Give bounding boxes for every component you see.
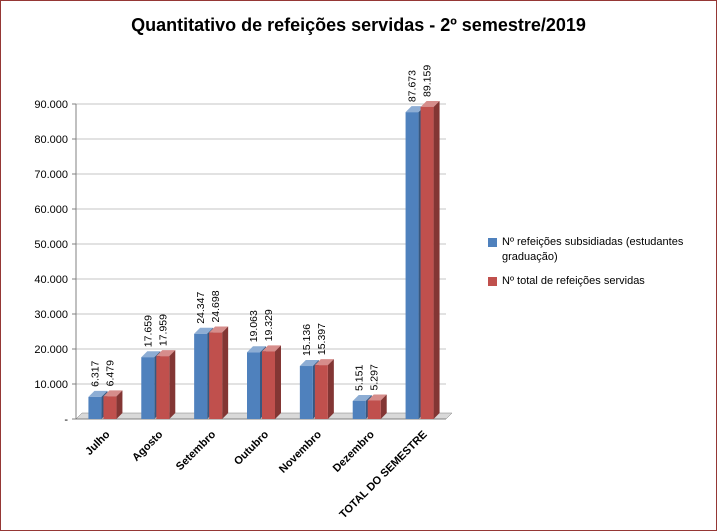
chart-title: Quantitativo de refeições servidas - 2º …	[131, 15, 586, 35]
legend-item-series-1: Nº refeições subsidiadas (estudantes gra…	[488, 235, 714, 265]
bars-group	[88, 100, 440, 420]
data-label: 15.397	[316, 323, 328, 355]
bar-top-face	[314, 359, 334, 366]
bar-side-face	[380, 394, 387, 419]
bar-top-face	[141, 351, 161, 358]
bar-subsidiadas	[194, 333, 208, 419]
bar-top-face	[405, 106, 425, 113]
legend-label-total: Nº total de refeições servidas	[502, 274, 645, 287]
bar-top-face	[156, 350, 176, 357]
legend-marker-total	[488, 276, 497, 286]
x-axis-label: Outubro	[232, 428, 271, 467]
y-axis-label: 40.000	[34, 274, 68, 286]
data-label: 6.479	[104, 360, 116, 386]
data-label: 24.698	[210, 290, 222, 322]
y-axis-label: -	[64, 414, 68, 426]
y-axis-label: 50.000	[34, 239, 68, 251]
data-label: 19.329	[263, 309, 275, 341]
bar-subsidiadas	[247, 352, 260, 419]
bar-top-face	[367, 394, 387, 401]
bar-top-face	[88, 390, 108, 397]
legend-item-series-2: Nº total de refeições servidas	[488, 274, 714, 289]
legend-marker-subsidiadas	[488, 238, 497, 247]
data-label: 5.151	[354, 365, 366, 391]
bar-side-face	[222, 326, 229, 419]
bar-top-face	[262, 345, 281, 352]
bar-total	[420, 106, 434, 420]
data-label: 17.659	[142, 315, 154, 347]
data-label: 15.136	[301, 324, 313, 356]
legend-label-subsidiadas: Nº refeições subsidiadas (estudantes gra…	[502, 236, 684, 263]
data-label: 17.959	[157, 314, 169, 346]
data-label: 19.063	[248, 310, 260, 342]
category-labels-group: Julho Agosto Setembro Outubro Novembro Dezemb…	[83, 428, 429, 521]
bar-top-face	[209, 326, 229, 333]
data-label: 89.159	[422, 65, 434, 97]
chart-legend: Nº refeições subsidiadas (estudantes gra…	[488, 235, 714, 298]
bar-side-face	[169, 350, 176, 419]
bar-subsidiadas	[352, 400, 366, 419]
y-axis-label: 90.000	[34, 99, 68, 111]
bar-top-face	[352, 394, 372, 401]
x-axis-label: Setembro	[174, 428, 219, 473]
x-axis-label: Julho	[83, 428, 112, 457]
bar-subsidiadas	[141, 357, 155, 419]
y-axis-labels-group: - 10.000 20.000 30.000 40.000 50.000 60.000 70.…	[34, 99, 76, 426]
y-axis-label: 70.000	[34, 169, 68, 181]
bar-subsidiadas	[299, 366, 313, 419]
x-axis-label: Novembro	[277, 428, 324, 475]
bar-subsidiadas	[88, 396, 102, 419]
bar-total	[314, 365, 328, 419]
bar-total	[156, 356, 170, 419]
data-label: 87.673	[407, 70, 419, 102]
bar-top-face	[299, 360, 319, 367]
data-label: 5.297	[369, 364, 381, 390]
bar-side-face	[327, 359, 334, 419]
y-axis-label: 20.000	[34, 344, 68, 356]
gridlines-group	[76, 103, 446, 385]
bar-top-face	[420, 100, 440, 107]
bar-side-face	[116, 390, 123, 419]
data-labels-group: 6.317 6.479 17.659 17.959 24.347 24.698 19.063…	[89, 65, 433, 391]
bar-total	[367, 400, 381, 419]
x-axis-label: TOTAL DO SEMESTRE	[337, 429, 429, 521]
bar-subsidiadas	[405, 112, 419, 419]
x-axis-label: Dezembro	[331, 428, 377, 474]
bar-total	[262, 351, 275, 419]
bar-total	[103, 396, 117, 419]
data-label: 24.347	[195, 292, 207, 324]
y-axis-label: 30.000	[34, 309, 68, 321]
bar-side-face	[275, 345, 281, 419]
bar-side-face	[433, 100, 440, 420]
bar-top-face	[247, 346, 266, 353]
y-axis-label: 60.000	[34, 204, 68, 216]
x-axis-label: Agosto	[130, 428, 165, 463]
y-axis-label: 80.000	[34, 134, 68, 146]
bar-total	[209, 332, 223, 419]
bar-top-face	[103, 390, 123, 397]
data-label: 6.317	[89, 360, 101, 386]
y-axis-label: 10.000	[34, 379, 68, 391]
bar-top-face	[194, 327, 214, 334]
